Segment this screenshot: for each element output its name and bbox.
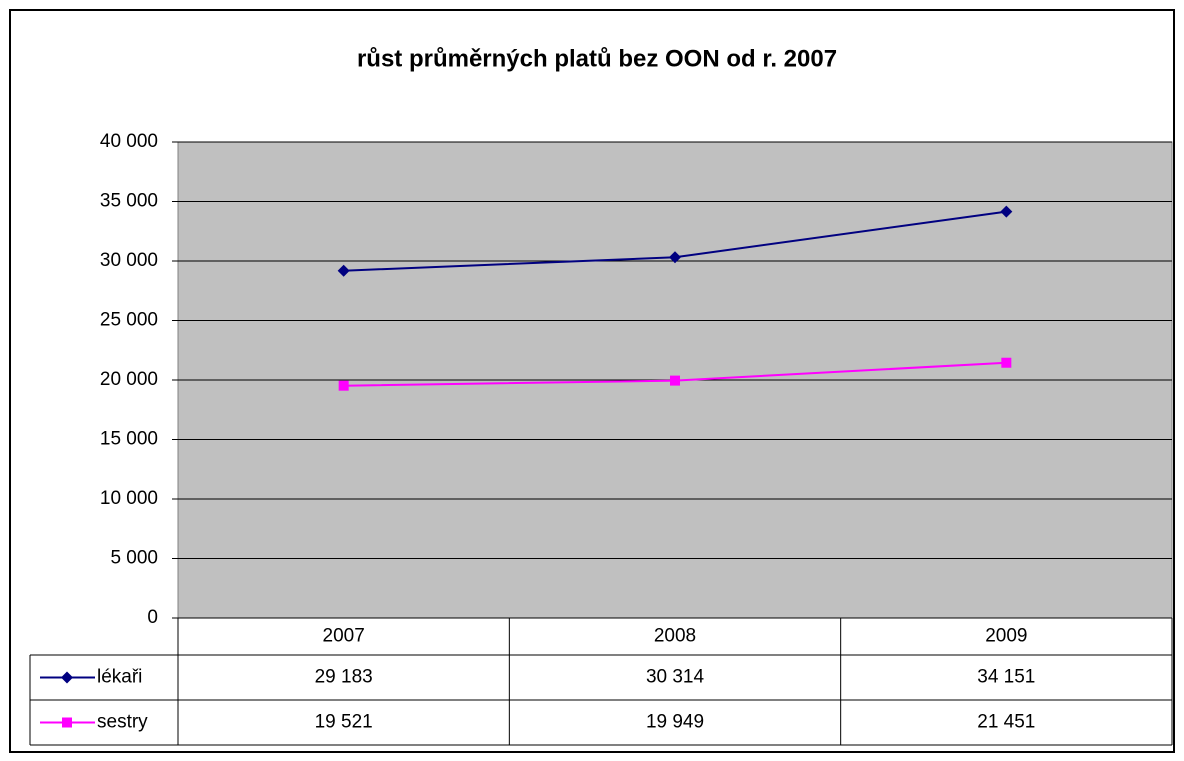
table-value: 34 151 (977, 667, 1035, 688)
table-value: 29 183 (315, 667, 373, 688)
table-value: 30 314 (646, 667, 705, 688)
y-tick-label: 40 000 (100, 131, 158, 152)
y-tick-label: 20 000 (100, 369, 158, 390)
x-tick-label: 2008 (654, 626, 696, 647)
chart-title: růst průměrných platů bez OON od r. 2007 (357, 45, 837, 72)
marker (338, 380, 349, 391)
table-value: 19 521 (315, 712, 373, 733)
table-value: 19 949 (646, 712, 704, 733)
y-tick-label: 25 000 (100, 310, 158, 331)
legend-label: lékaři (97, 667, 142, 688)
marker (62, 717, 72, 728)
marker (670, 375, 680, 386)
marker (669, 251, 681, 264)
y-tick-label: 5 000 (110, 548, 158, 569)
legend-label: sestry (97, 712, 148, 733)
marker (337, 264, 350, 277)
y-tick-label: 35 000 (100, 191, 158, 212)
x-tick-label: 2009 (985, 626, 1027, 647)
x-tick-label: 2007 (323, 626, 365, 647)
y-tick-label: 30 000 (100, 250, 158, 271)
marker (1001, 357, 1012, 368)
y-tick-label: 15 000 (100, 429, 158, 450)
table-value: 21 451 (977, 712, 1035, 733)
y-tick-label: 0 (147, 607, 158, 628)
marker (1000, 205, 1013, 218)
marker (61, 671, 73, 684)
y-tick-label: 10 000 (100, 488, 158, 509)
